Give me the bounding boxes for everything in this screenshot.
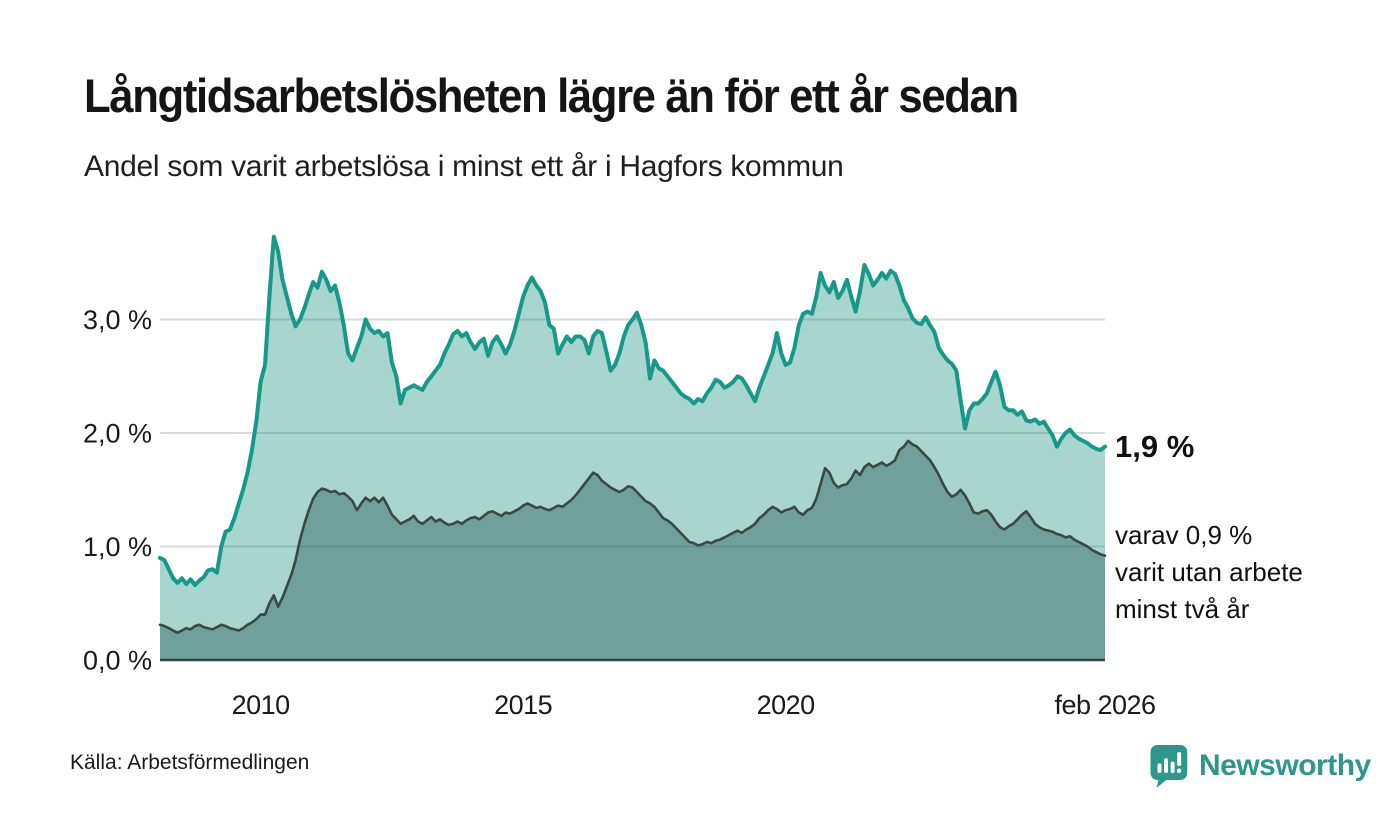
end-value-label-subset-line3: minst två år: [1115, 594, 1250, 624]
end-value-label-subset-line2: varit utan arbete: [1115, 557, 1303, 587]
x-tick-label: feb 2026: [1054, 690, 1155, 720]
newsworthy-bubble-chart-icon: [1147, 743, 1189, 789]
newsworthy-logo-text: Newsworthy: [1199, 749, 1371, 782]
y-tick-label: 3,0 %: [83, 305, 152, 335]
end-value-label-total: 1,9 %: [1115, 429, 1195, 464]
line-min-two-years: [158, 439, 1107, 635]
area-min-two-years: [160, 440, 1105, 660]
page-subtitle: Andel som varit arbetslösa i minst ett å…: [84, 150, 844, 183]
source-attribution: Källa: Arbetsförmedlingen: [70, 751, 310, 774]
y-tick-label: 1,0 %: [83, 532, 152, 562]
x-tick-label: 2010: [232, 690, 290, 720]
y-tick-label: 2,0 %: [83, 418, 152, 448]
x-tick-label: 2015: [494, 690, 552, 720]
page-title: Långtidsarbetslösheten lägre än för ett …: [84, 69, 1019, 122]
chart-svg: 0,0 % 1,0 % 2,0 % 3,0 % 2010 2015 2020 feb 2026: [83, 234, 1156, 720]
end-value-label-subset: varav 0,9 % varit utan arbete minst två …: [1115, 517, 1303, 628]
newsworthy-logo: Newsworthy: [1147, 743, 1371, 789]
line-min-one-year: [158, 234, 1107, 588]
end-value-label-subset-line1: varav 0,9 %: [1115, 520, 1253, 550]
x-tick-label: 2020: [757, 690, 815, 720]
y-tick-label: 0,0 %: [83, 645, 152, 675]
